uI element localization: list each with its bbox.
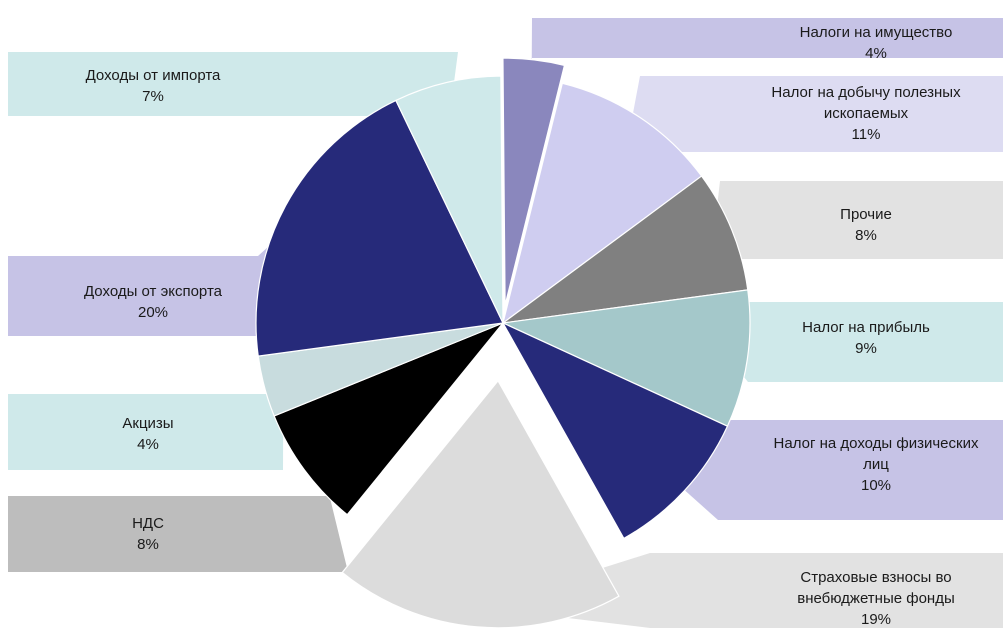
pie-slice-5 [501,321,729,540]
slice-percent-label: 10% [861,477,891,494]
pie-slice-1 [502,57,566,306]
label-band-9 [8,215,303,336]
pie-slice-7 [273,322,504,516]
slice-name-label: Налог на доходы физических [774,435,979,452]
label-band-8 [8,381,284,470]
label-band-2 [629,76,1003,152]
slice-name-label: Налоги на имущество [800,24,953,41]
label-band-10 [8,52,458,116]
pie-slice-3 [502,175,749,324]
slice-percent-label: 19% [861,611,891,628]
pie-slice-10 [395,75,504,324]
slice-percent-label: 8% [137,536,159,553]
slice-name-label: Акцизы [122,415,173,432]
slices-layer [255,57,751,628]
slice-name-label: Страховые взносы во [800,569,951,586]
pie-slice-4 [500,289,751,428]
slice-percent-label: 8% [855,227,877,244]
label-band-5 [670,420,1003,520]
pie-slice-9 [255,99,504,357]
slice-name-label: Прочие [840,206,892,223]
slice-name-label: внебюджетные фонды [797,590,955,607]
slice-name-label: лиц [863,456,889,473]
slice-percent-label: 7% [142,88,164,105]
slice-name-label: Налог на добычу полезных [771,84,961,101]
slice-percent-label: 20% [138,304,168,321]
label-band-7 [8,458,348,572]
slice-name-label: Доходы от экспорта [84,283,223,300]
pie-slice-2 [502,82,703,325]
pie-slice-6 [341,379,620,628]
label-band-4 [727,302,1003,382]
label-band-1 [531,18,1003,80]
slice-percent-label: 4% [865,45,887,62]
slice-percent-label: 9% [855,340,877,357]
slice-name-label: НДС [132,515,164,532]
slice-name-label: ископаемых [824,105,909,122]
label-band-6 [478,553,1003,628]
text-layer: Налоги на имущество 4% Налог на добычу пол… [84,24,979,628]
slice-name-label: Налог на прибыль [802,319,930,336]
slice-percent-label: 11% [852,126,881,143]
slice-percent-label: 4% [137,436,159,453]
slice-name-label: Доходы от импорта [86,67,221,84]
label-band-3 [713,181,1003,259]
labels-layer [8,18,1003,628]
